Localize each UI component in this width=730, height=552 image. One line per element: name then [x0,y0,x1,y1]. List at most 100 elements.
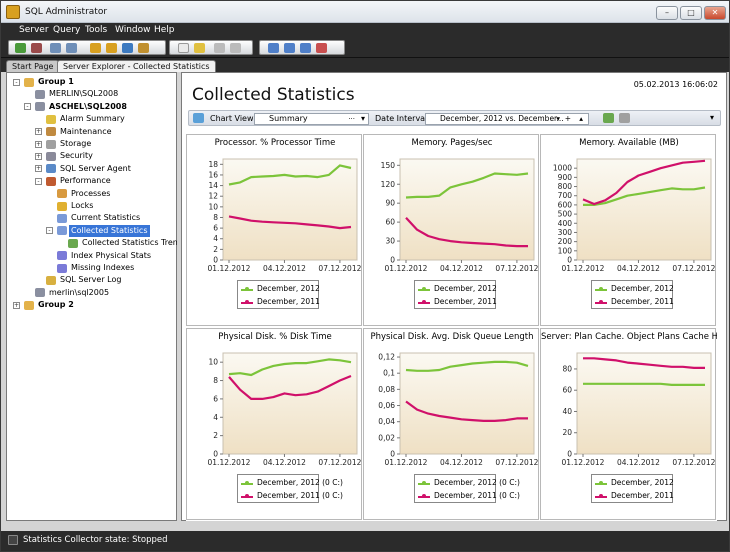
backup-icon[interactable] [90,43,101,53]
tree-expander[interactable]: + [35,128,42,136]
maintenance-icon [46,127,56,137]
group-icon [24,77,34,87]
chart-svg: 0 30 60 90 120 150 01.12.2012 04.12.2012 07.12.2… [381,158,539,273]
x-tick-label: 07.12.2012 [318,458,361,467]
y-tick-label: 90 [385,199,395,208]
tab-server-explorer[interactable]: Server Explorer - Collected Statistics [57,60,216,72]
tree-item[interactable]: Index Physical Stats [71,250,152,260]
new-document-icon[interactable] [178,43,189,53]
x-tick-label: 04.12.2012 [617,264,660,273]
filter-icon[interactable] [603,113,614,123]
tile-horizontal-icon[interactable] [284,43,295,53]
undo-icon[interactable] [230,43,241,53]
menu-query[interactable]: Query [53,25,81,35]
cut-icon[interactable] [214,43,225,53]
tree-item[interactable]: Missing Indexes [71,263,135,272]
close-windows-icon[interactable] [316,43,327,53]
toolbar-group-window [259,40,345,55]
legend-label: December, 2012 [611,284,674,293]
tree-item[interactable]: Group 2 [38,300,74,310]
maximize-button[interactable]: □ [680,6,702,20]
date-intervals-dropdown-icon[interactable]: ▾ [556,114,560,123]
charts-grid: Processor. % Processor Time 0 2 4 6 8 10 12 14 16… [186,134,717,521]
tree-item[interactable]: MERLIN\SQL2008 [49,89,119,99]
tree-expander[interactable]: - [13,78,20,86]
tree-item[interactable]: Alarm Summary [60,114,125,124]
legend-label: December, 2011 [257,297,320,306]
tree-item[interactable]: Collected Statistics Trend [82,238,183,248]
chart-svg: 0 0,02 0,04 0,06 0,08 0,1 0,12 01.12.2012 04.12.… [378,352,539,467]
chart-legend: December, 2012 (0 C:) December, 2011 (0 C… [237,474,343,503]
x-tick-label: 04.12.2012 [440,458,483,467]
tree-expander[interactable]: - [46,227,53,235]
group-icon [24,300,34,310]
close-button[interactable]: ✕ [704,6,726,20]
cascade-icon[interactable] [268,43,279,53]
y-tick-label: 30 [385,237,395,246]
tree-item[interactable]: Maintenance [60,126,112,136]
tree-expander[interactable]: + [13,301,20,309]
tree-item[interactable]: Current Statistics [71,213,141,223]
y-tick-label: 100 [558,246,573,255]
open-folder-icon[interactable] [194,43,205,53]
chart-view-dropdown-icon[interactable]: ▾ [360,114,365,123]
tree-item[interactable]: SQL Server Agent [60,163,131,173]
schedule-icon[interactable] [122,43,133,53]
tree-expander[interactable]: + [35,152,42,160]
y-tick-label: 120 [381,180,396,189]
trend-icon [68,238,78,248]
menu-window[interactable]: Window [115,25,151,35]
tree-expander[interactable]: + [35,165,42,173]
performance-icon [46,176,56,186]
tree-expander[interactable]: + [35,140,42,148]
y-tick-label: 0,06 [378,401,395,410]
list-icon[interactable] [66,43,77,53]
chart-svg: 0 20 40 60 80 01.12.2012 04.12.2012 07.12.2012 [562,352,716,467]
disconnect-icon[interactable] [31,43,42,53]
tile-vertical-icon[interactable] [300,43,311,53]
tree-item[interactable]: Locks [71,201,94,210]
tree-item[interactable]: Performance [60,176,111,186]
date-intervals-add-icon[interactable]: + [564,114,571,123]
tree-item[interactable]: SQL Server Log [60,275,122,285]
tree-expander[interactable]: - [35,177,42,185]
y-tick-label: 4 [213,234,218,243]
query-icon[interactable] [50,43,61,53]
collector-status-icon [8,535,18,545]
date-intervals-combo[interactable]: December, 2012 vs. December... ▾ + ▴ [425,113,589,125]
document-tabs: Start Page Server Explorer - Collected S… [1,58,729,72]
tree-item[interactable]: Processes [71,188,111,198]
x-tick-label: 01.12.2012 [208,264,251,273]
tree-item[interactable]: Collected Statistics [69,224,150,237]
tree-item[interactable]: Security [60,151,93,161]
tree-expander[interactable]: - [24,103,31,111]
window-title: SQL Administrator [25,7,108,17]
legend-label: December, 2011 (0 C:) [257,491,343,500]
y-tick-label: 0 [567,256,572,265]
legend-marker [422,300,426,304]
tab-start-page[interactable]: Start Page [6,60,60,72]
connect-icon[interactable] [15,43,26,53]
chart-view-combo[interactable]: Summary ▾ ··· [254,113,369,125]
bar-options-icon[interactable]: ▾ [709,113,714,122]
refresh-icon[interactable] [193,113,204,123]
legend-marker [245,287,249,291]
minimize-button[interactable]: – [656,6,678,20]
print-icon[interactable] [619,113,630,123]
tree-item[interactable]: Storage [60,139,92,148]
menu-server[interactable]: Server [19,25,49,35]
chart-view-more-icon[interactable]: ··· [348,115,355,123]
tree-item[interactable]: ASCHEL\SQL2008 [49,101,127,111]
x-tick-label: 01.12.2012 [562,264,605,273]
tree-item[interactable]: merlin\sql2005 [49,287,110,297]
lock-icon [57,201,67,211]
restore-icon[interactable] [106,43,117,53]
menu-help[interactable]: Help [154,25,175,35]
date-intervals-up-icon[interactable]: ▴ [579,114,583,123]
panel-splitter[interactable] [177,72,181,521]
title-bar: SQL Administrator – □ ✕ [1,1,729,23]
tree-item[interactable]: Group 1 [38,77,74,86]
y-tick-label: 200 [558,237,573,246]
settings-icon[interactable] [138,43,149,53]
menu-tools[interactable]: Tools [85,25,108,35]
